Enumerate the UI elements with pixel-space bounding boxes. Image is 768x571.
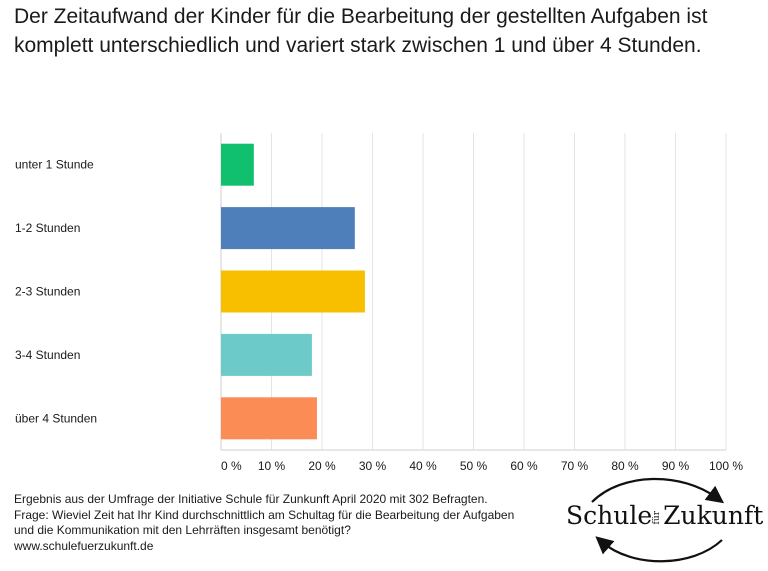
bar [221, 397, 317, 440]
bar [221, 207, 355, 250]
x-tick-label: 20 % [308, 459, 336, 473]
x-tick-label: 60 % [510, 459, 538, 473]
category-label: 2-3 Stunden [15, 285, 80, 299]
x-tick-label: 80 % [611, 459, 639, 473]
category-label: unter 1 Stunde [15, 158, 94, 172]
chart-title: Der Zeitaufwand der Kinder für die Bearb… [14, 5, 708, 57]
category-label: über 4 Stunden [15, 411, 97, 425]
source-line-3: und die Kommunikation mit den Lehrräften… [14, 523, 351, 537]
logo-arrows-icon [591, 477, 725, 563]
source-line-1: Ergebnis aus der Umfrage der Initiative … [14, 492, 488, 506]
x-tick-label: 90 % [662, 459, 690, 473]
x-tick-label: 40 % [409, 459, 437, 473]
x-tick-label: 50 % [460, 459, 488, 473]
x-tick-label: 10 % [258, 459, 286, 473]
category-label: 3-4 Stunden [15, 348, 80, 362]
x-tick-label: 30 % [359, 459, 387, 473]
category-labels: unter 1 Stunde 1-2 Stunden 2-3 Stunden 3-4 … [15, 158, 97, 426]
bar [221, 333, 312, 376]
logo-word-zukunft: Zukunft [663, 501, 764, 530]
source-line-2: Frage: Wieviel Zeit hat Ihr Kind durchsc… [14, 507, 515, 522]
bar [221, 143, 254, 186]
x-tick-label: 100 % [709, 459, 743, 473]
category-label: 1-2 Stunden [15, 221, 80, 235]
source-note: Ergebnis aus der Umfrage der Initiative … [14, 492, 574, 554]
x-tick-label: 0 % [221, 459, 242, 473]
bar [221, 270, 365, 313]
source-url: www.schulefuerzukunft.de [14, 538, 154, 553]
x-tick-labels: 0 % 10 % 20 % 30 % 40 % 50 % 60 % 70 % 80 % 90 % 1… [221, 459, 743, 473]
schule-fuer-zukunft-logo: SchulefürZukunft [562, 470, 764, 570]
x-tick-label: 70 % [561, 459, 589, 473]
bars [221, 143, 365, 440]
bar-chart: unter 1 Stunde 1-2 Stunden 2-3 Stunden 3-4 … [15, 133, 743, 473]
logo-word-fuer: für [652, 510, 663, 525]
logo-word-schule: Schule [566, 501, 653, 530]
